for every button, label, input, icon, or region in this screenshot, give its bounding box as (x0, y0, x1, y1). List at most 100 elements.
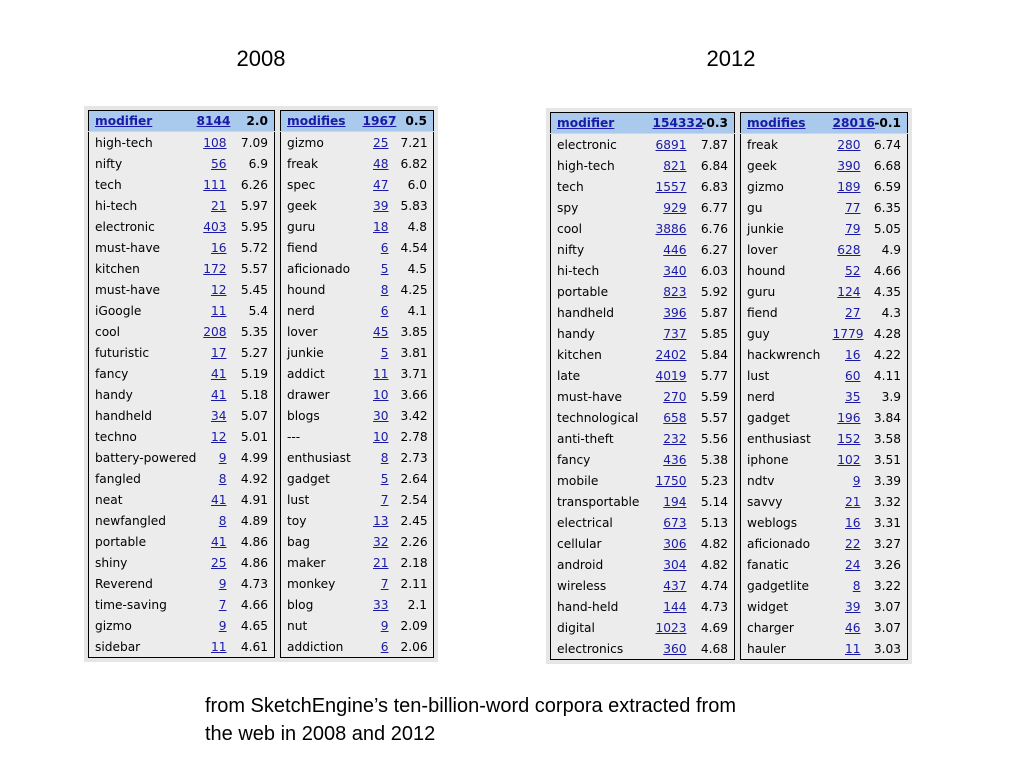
collocate-frequency-link[interactable]: 194 (663, 494, 687, 509)
collocate-frequency-link[interactable]: 79 (844, 221, 861, 236)
collocate-frequency-link[interactable]: 5 (380, 471, 389, 486)
collocate-frequency-link[interactable]: 11 (210, 639, 227, 654)
collocate-frequency-link[interactable]: 12 (210, 282, 227, 297)
collocate-frequency-link[interactable]: 124 (837, 284, 861, 299)
collocate-frequency-link[interactable]: 9 (380, 618, 389, 633)
collocate-frequency-link[interactable]: 270 (663, 389, 687, 404)
collocate-frequency-link[interactable]: 11 (844, 641, 861, 656)
collocate-frequency-link[interactable]: 8 (852, 578, 861, 593)
collocate-frequency-link[interactable]: 27 (844, 305, 861, 320)
collocate-frequency-link[interactable]: 196 (837, 410, 861, 425)
collocate-frequency-link[interactable]: 280 (837, 137, 861, 152)
collocate-frequency-link[interactable]: 30 (372, 408, 389, 423)
collocate-frequency-link[interactable]: 11 (372, 366, 389, 381)
collocate-frequency-link[interactable]: 35 (844, 389, 861, 404)
collocate-frequency-link[interactable]: 21 (844, 494, 861, 509)
collocate-frequency-link[interactable]: 108 (203, 135, 227, 150)
collocate-frequency-link[interactable]: 32 (372, 534, 389, 549)
collocate-frequency-link[interactable]: 8 (380, 282, 389, 297)
collocate-frequency-link[interactable]: 13 (372, 513, 389, 528)
collocate-frequency-link[interactable]: 823 (663, 284, 687, 299)
collocate-frequency-link[interactable]: 41 (210, 387, 227, 402)
collocate-frequency-link[interactable]: 446 (663, 242, 687, 257)
collocate-frequency-link[interactable]: 821 (663, 158, 687, 173)
collocate-frequency-link[interactable]: 39 (844, 599, 861, 614)
collocate-frequency-link[interactable]: 208 (203, 324, 227, 339)
collocate-frequency-link[interactable]: 7 (380, 492, 389, 507)
collocate-frequency-link[interactable]: 340 (663, 263, 687, 278)
collocate-frequency-link[interactable]: 16 (844, 347, 861, 362)
collocate-frequency-link[interactable]: 929 (663, 200, 687, 215)
collocate-frequency-link[interactable]: 403 (203, 219, 227, 234)
collocate-frequency-link[interactable]: 41 (210, 492, 227, 507)
collocate-frequency-link[interactable]: 7 (380, 576, 389, 591)
collocate-frequency-link[interactable]: 144 (663, 599, 687, 614)
collocate-frequency-link[interactable]: 152 (837, 431, 861, 446)
collocate-frequency-link[interactable]: 48 (372, 156, 389, 171)
collocate-frequency-link[interactable]: 9 (218, 618, 227, 633)
collocate-frequency-link[interactable]: 8 (218, 471, 227, 486)
collocate-frequency-link[interactable]: 6 (380, 303, 389, 318)
collocate-frequency-link[interactable]: 111 (203, 177, 227, 192)
collocate-frequency-link[interactable]: 306 (663, 536, 687, 551)
collocate-frequency-link[interactable]: 33 (372, 597, 389, 612)
collocate-frequency-link[interactable]: 658 (663, 410, 687, 425)
collocate-frequency-link[interactable]: 172 (203, 261, 227, 276)
collocate-frequency-link[interactable]: 102 (837, 452, 861, 467)
collocate-frequency-link[interactable]: 360 (663, 641, 687, 656)
collocate-frequency-link[interactable]: 1750 (655, 473, 687, 488)
collocate-frequency-link[interactable]: 9 (218, 576, 227, 591)
collocate-frequency-link[interactable]: 16 (210, 240, 227, 255)
relation-name-link[interactable]: modifier (95, 114, 153, 128)
relation-name-link[interactable]: modifies (287, 114, 346, 128)
collocate-frequency-link[interactable]: 45 (372, 324, 389, 339)
relation-count-link[interactable]: 8144 (196, 114, 231, 128)
relation-count-link[interactable]: 28016 (832, 116, 875, 130)
collocate-frequency-link[interactable]: 41 (210, 534, 227, 549)
collocate-frequency-link[interactable]: 77 (844, 200, 861, 215)
collocate-frequency-link[interactable]: 10 (372, 387, 389, 402)
collocate-frequency-link[interactable]: 6891 (655, 137, 687, 152)
collocate-frequency-link[interactable]: 11 (210, 303, 227, 318)
collocate-frequency-link[interactable]: 10 (372, 429, 389, 444)
collocate-frequency-link[interactable]: 18 (372, 219, 389, 234)
collocate-frequency-link[interactable]: 12 (210, 429, 227, 444)
collocate-frequency-link[interactable]: 436 (663, 452, 687, 467)
collocate-frequency-link[interactable]: 5 (380, 345, 389, 360)
collocate-frequency-link[interactable]: 1779 (832, 326, 864, 341)
collocate-frequency-link[interactable]: 25 (210, 555, 227, 570)
collocate-frequency-link[interactable]: 232 (663, 431, 687, 446)
collocate-frequency-link[interactable]: 2402 (655, 347, 687, 362)
collocate-frequency-link[interactable]: 8 (218, 513, 227, 528)
collocate-frequency-link[interactable]: 16 (844, 515, 861, 530)
collocate-frequency-link[interactable]: 9 (852, 473, 861, 488)
collocate-frequency-link[interactable]: 304 (663, 557, 687, 572)
collocate-frequency-link[interactable]: 6 (380, 639, 389, 654)
collocate-frequency-link[interactable]: 9 (218, 450, 227, 465)
collocate-frequency-link[interactable]: 24 (844, 557, 861, 572)
relation-count-link[interactable]: 1967 (362, 114, 397, 128)
collocate-frequency-link[interactable]: 8 (380, 450, 389, 465)
collocate-frequency-link[interactable]: 21 (372, 555, 389, 570)
collocate-frequency-link[interactable]: 437 (663, 578, 687, 593)
collocate-frequency-link[interactable]: 52 (844, 263, 861, 278)
collocate-frequency-link[interactable]: 673 (663, 515, 687, 530)
collocate-frequency-link[interactable]: 41 (210, 366, 227, 381)
relation-name-link[interactable]: modifies (747, 116, 806, 130)
collocate-frequency-link[interactable]: 396 (663, 305, 687, 320)
collocate-frequency-link[interactable]: 22 (844, 536, 861, 551)
collocate-frequency-link[interactable]: 60 (844, 368, 861, 383)
collocate-frequency-link[interactable]: 390 (837, 158, 861, 173)
collocate-frequency-link[interactable]: 4019 (655, 368, 687, 383)
relation-count-link[interactable]: 154332 (652, 116, 704, 130)
collocate-frequency-link[interactable]: 39 (372, 198, 389, 213)
collocate-frequency-link[interactable]: 34 (210, 408, 227, 423)
collocate-frequency-link[interactable]: 5 (380, 261, 389, 276)
collocate-frequency-link[interactable]: 56 (210, 156, 227, 171)
collocate-frequency-link[interactable]: 21 (210, 198, 227, 213)
collocate-frequency-link[interactable]: 25 (372, 135, 389, 150)
collocate-frequency-link[interactable]: 3886 (655, 221, 687, 236)
collocate-frequency-link[interactable]: 189 (837, 179, 861, 194)
collocate-frequency-link[interactable]: 7 (218, 597, 227, 612)
collocate-frequency-link[interactable]: 6 (380, 240, 389, 255)
